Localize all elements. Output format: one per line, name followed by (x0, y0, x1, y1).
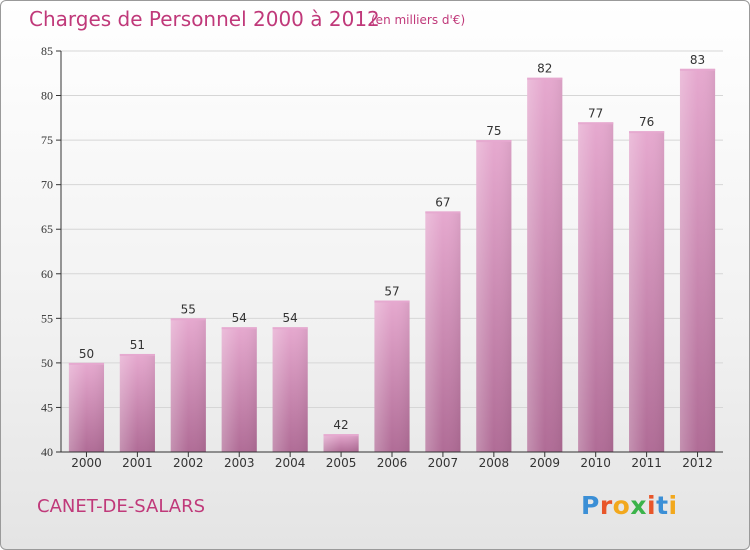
bar-top-edge (476, 140, 512, 143)
bar-shading (272, 327, 308, 452)
bar-value-label: 50 (79, 347, 94, 361)
axes: 40 45 50 55 60 65 70 75 80 85 2000 2001 2002 2003 2004… (41, 44, 723, 470)
y-tick-label: 85 (41, 44, 53, 58)
bar-top-edge (425, 211, 461, 214)
bar-top-edge (374, 300, 410, 303)
bar-shading (170, 318, 206, 452)
bar-shading (578, 122, 614, 453)
bar-shading (629, 131, 665, 452)
y-tick-label: 50 (41, 356, 53, 370)
x-tick-label: 2009 (529, 456, 560, 470)
y-tick-label: 80 (41, 89, 53, 103)
x-tick-label: 2011 (631, 456, 662, 470)
y-tick-label: 65 (41, 222, 53, 236)
bar-top-edge (629, 131, 665, 134)
x-tick-label: 2001 (122, 456, 153, 470)
bar-value-label: 82 (537, 62, 552, 76)
bar-shading (323, 434, 359, 452)
bar-top-edge (323, 434, 359, 437)
bar-top-edge (272, 327, 308, 330)
bar-top-edge (578, 122, 614, 125)
logo-letter: P (581, 491, 600, 520)
x-tick-label: 2005 (326, 456, 357, 470)
x-tick-label: 2000 (71, 456, 102, 470)
x-tick-label: 2003 (224, 456, 255, 470)
bar-value-label: 55 (181, 302, 196, 316)
bar-value-label: 57 (384, 285, 399, 299)
bar-shading (527, 77, 563, 452)
bar-top-edge (221, 327, 257, 330)
bar-value-label: 51 (130, 338, 145, 352)
bar-value-label: 54 (283, 311, 298, 325)
bar-value-label: 76 (639, 115, 654, 129)
x-tick-label: 2007 (428, 456, 459, 470)
bar-value-label: 83 (690, 53, 705, 67)
logo-letter: i (668, 491, 678, 520)
logo-letter: x (630, 491, 647, 520)
bar-shading (476, 140, 512, 452)
x-tick-label: 2002 (173, 456, 204, 470)
bar-top-edge (119, 353, 155, 356)
x-tick-label: 2006 (377, 456, 408, 470)
y-tick-label: 60 (41, 267, 53, 281)
x-tick-label: 2012 (682, 456, 713, 470)
logo-letter: i (647, 491, 657, 520)
bar-value-label: 54 (232, 311, 247, 325)
chart-subtitle: (en milliers d'€) (371, 13, 466, 27)
commune-name: CANET-DE-SALARS (37, 496, 206, 517)
bar-shading (221, 327, 257, 452)
y-tick-label: 70 (41, 178, 53, 192)
bar-value-label: 42 (333, 418, 348, 432)
logo-letter: t (656, 491, 669, 520)
logo-letter: r (599, 491, 613, 520)
x-tick-label: 2004 (275, 456, 306, 470)
bar-value-label: 77 (588, 106, 603, 120)
y-tick-label: 40 (41, 445, 53, 459)
y-tick-label: 45 (41, 400, 53, 414)
bar-shading (374, 300, 410, 452)
bar-top-edge (170, 318, 206, 321)
bar-top-edge (68, 362, 105, 365)
bars: 50 51 55 54 54 42 57 67 75 82 77 76 83 (68, 53, 716, 453)
x-tick-label: 2010 (580, 456, 611, 470)
bar-shading (679, 68, 716, 453)
x-tick-label: 2008 (479, 456, 510, 470)
bar-shading (68, 362, 105, 452)
bar-shading (119, 353, 155, 452)
chart-title: Charges de Personnel 2000 à 2012 (29, 7, 380, 31)
y-tick-label: 75 (41, 133, 53, 147)
bar-shading (425, 211, 461, 452)
bar-top-edge (527, 77, 563, 80)
bar-value-label: 75 (486, 124, 501, 138)
proxiti-logo[interactable]: Proxiti (581, 491, 678, 520)
logo-letter: o (612, 491, 631, 520)
y-tick-label: 55 (41, 311, 53, 325)
bar-value-label: 67 (435, 195, 450, 209)
bar-top-edge (679, 68, 716, 71)
